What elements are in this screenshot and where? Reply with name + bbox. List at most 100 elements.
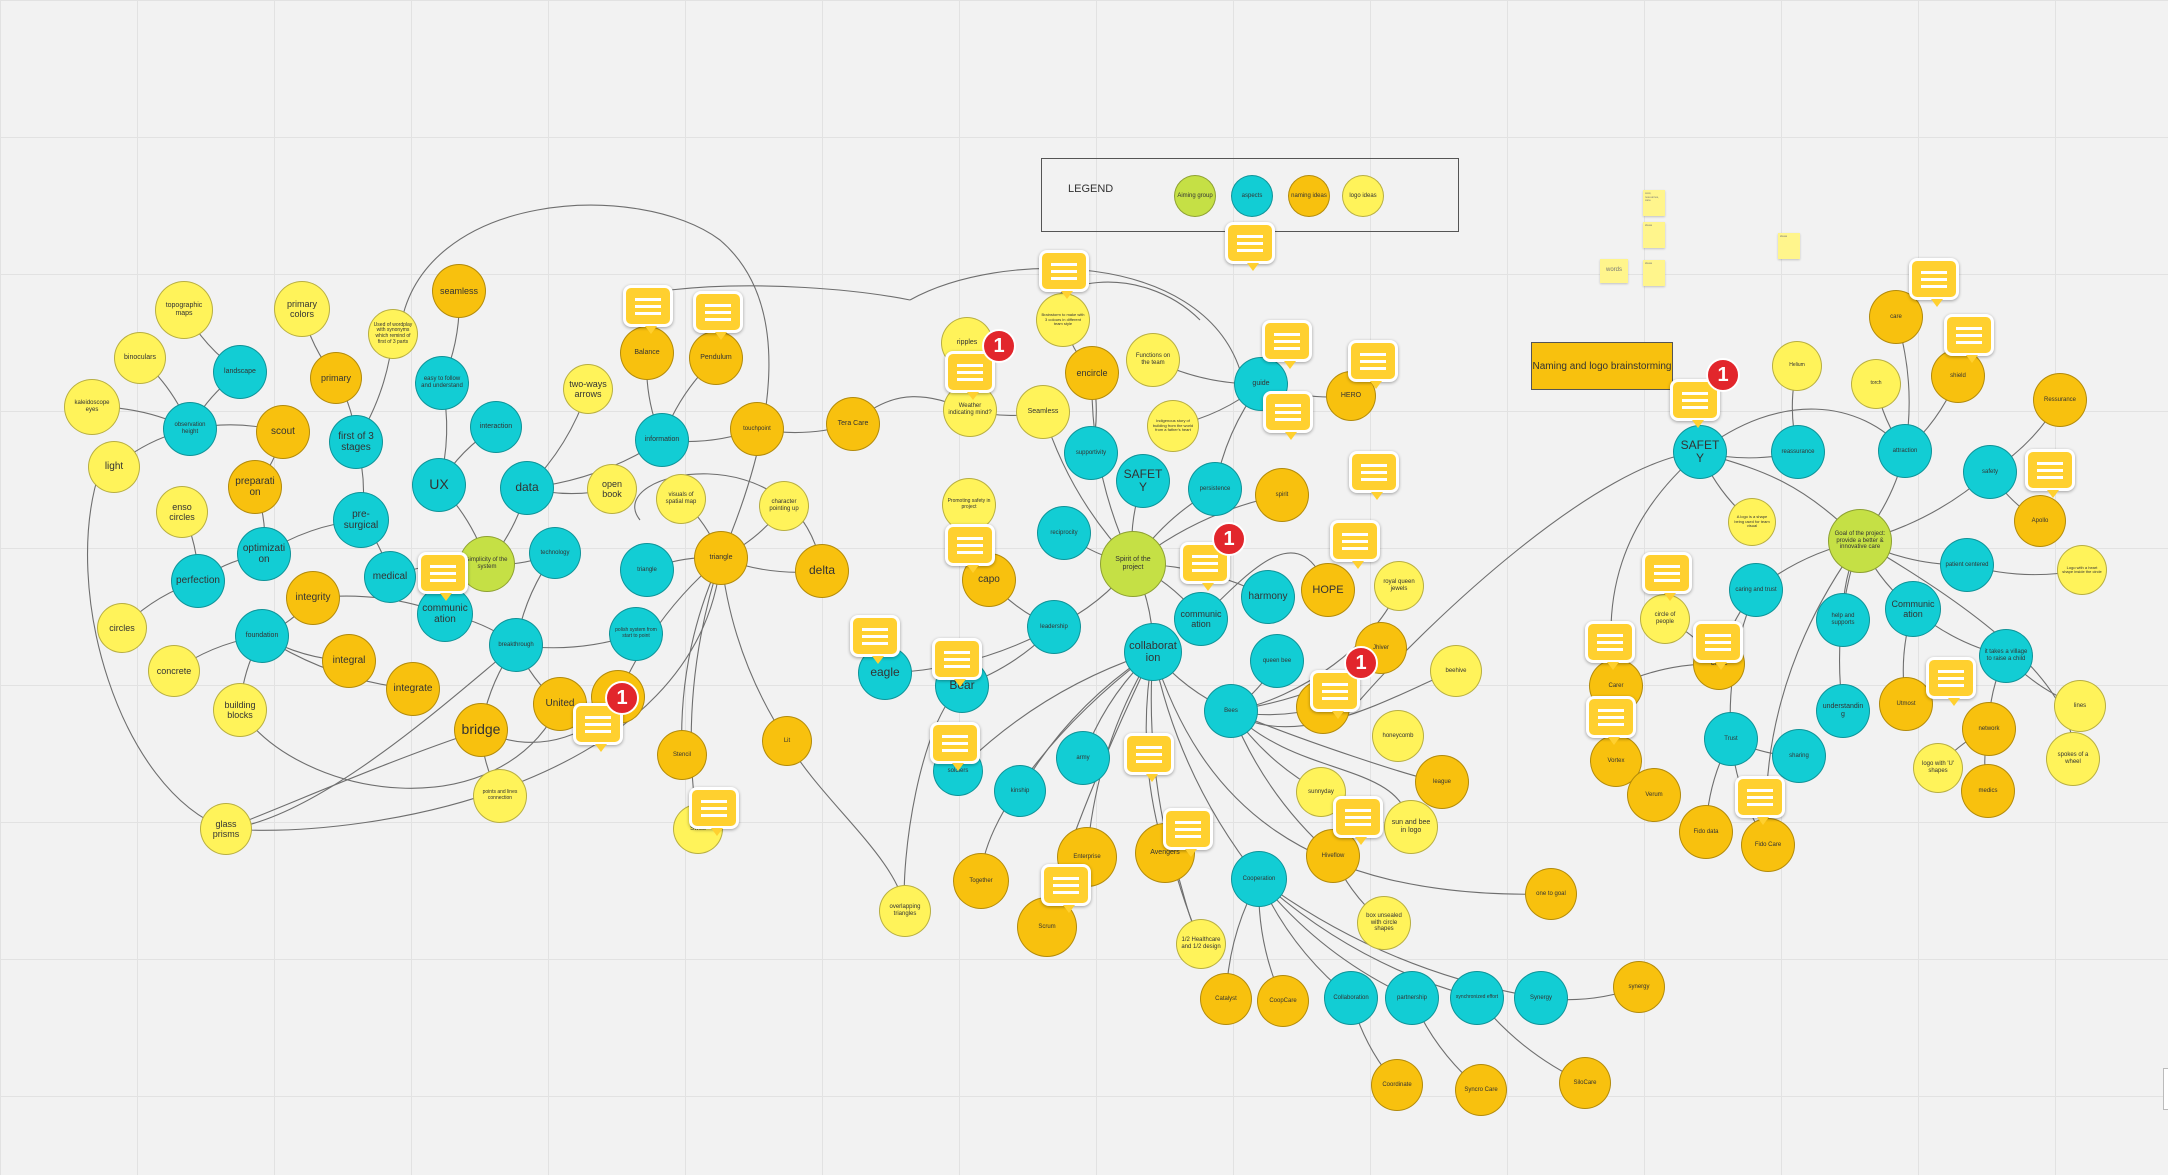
mind-map-node[interactable]: data — [500, 461, 554, 515]
mind-map-node[interactable]: concrete — [148, 645, 200, 697]
mind-map-node[interactable]: Bees — [1204, 684, 1258, 738]
mind-map-node[interactable]: help and supports — [1816, 593, 1870, 647]
comment-icon[interactable] — [1585, 621, 1635, 670]
mind-map-node[interactable]: simplicity of the system — [459, 536, 515, 592]
mind-map-node[interactable]: information — [635, 413, 689, 467]
comment-icon[interactable] — [1263, 391, 1313, 440]
comment-icon[interactable] — [1262, 320, 1312, 369]
mind-map-node[interactable]: A logo is a shape being used for team vi… — [1728, 498, 1776, 546]
mind-map-node[interactable]: character pointing up — [759, 481, 809, 531]
comment-count-badge[interactable]: 1 — [1212, 522, 1246, 556]
mind-map-node[interactable]: box unsealed with circle shapes — [1357, 896, 1411, 950]
mind-map-node[interactable]: UX — [412, 458, 466, 512]
mind-map-node[interactable]: patient centered — [1940, 538, 1994, 592]
mind-map-node[interactable]: technology — [529, 527, 581, 579]
sticky-note[interactable]: ideas — [1643, 222, 1665, 248]
mind-map-node[interactable]: network — [1962, 702, 2016, 756]
mind-map-node[interactable]: partnership — [1385, 971, 1439, 1025]
comment-icon[interactable] — [1735, 776, 1785, 825]
mind-map-node[interactable]: Ressurance — [2033, 373, 2087, 427]
mind-map-node[interactable]: delta — [795, 544, 849, 598]
comment-icon[interactable] — [850, 615, 900, 664]
mind-map-node[interactable]: scout — [256, 405, 310, 459]
mind-map-node[interactable]: visuals of spatial map — [656, 474, 706, 524]
mind-map-node[interactable]: foundation — [235, 609, 289, 663]
mind-map-node[interactable]: building blocks — [213, 683, 267, 737]
mind-map-node[interactable]: Functions on the team — [1126, 333, 1180, 387]
comment-icon[interactable] — [623, 285, 673, 334]
comment-icon[interactable] — [1642, 552, 1692, 601]
mind-map-node[interactable]: breakthrough — [489, 618, 543, 672]
mind-map-node[interactable]: sunnyday — [1296, 767, 1346, 817]
mind-map-node[interactable]: encircle — [1065, 346, 1119, 400]
mind-map-node[interactable]: logo with 'U' shapes — [1913, 743, 1963, 793]
comment-icon[interactable] — [1333, 796, 1383, 845]
comment-icon[interactable] — [1944, 314, 1994, 363]
comment-icon[interactable] — [1693, 621, 1743, 670]
mind-map-node[interactable]: reciprocity — [1037, 506, 1091, 560]
comment-icon[interactable] — [1041, 864, 1091, 913]
mind-map-node[interactable]: Catalyst — [1200, 973, 1252, 1025]
mind-map-node[interactable]: Verum — [1627, 768, 1681, 822]
mind-map-node[interactable]: Stencil — [657, 730, 707, 780]
mind-map-node[interactable]: points and lines connection — [473, 769, 527, 823]
comment-count-badge[interactable]: 1 — [982, 329, 1016, 363]
mind-map-node[interactable]: medics — [1961, 764, 2015, 818]
comment-icon[interactable] — [1225, 222, 1275, 271]
mind-map-node[interactable]: league — [1415, 755, 1469, 809]
mind-map-node[interactable]: touchpoint — [730, 402, 784, 456]
mind-map-node[interactable]: Tera Care — [826, 397, 880, 451]
mind-map-node[interactable]: supportivity — [1064, 426, 1118, 480]
mind-map-node[interactable]: Coordinate — [1371, 1059, 1423, 1111]
mind-map-node[interactable]: enso circles — [156, 486, 208, 538]
mind-map-node[interactable]: perfection — [171, 554, 225, 608]
comment-icon[interactable] — [932, 638, 982, 687]
mind-map-node[interactable]: Utmost — [1879, 677, 1933, 731]
mind-map-node[interactable]: first of 3 stages — [329, 415, 383, 469]
mind-map-node[interactable]: Spirit of the project — [1100, 531, 1166, 597]
mind-map-node[interactable]: primary colors — [274, 281, 330, 337]
comment-count-badge[interactable]: 1 — [1344, 646, 1378, 680]
sticky-note-words[interactable]: words — [1600, 259, 1628, 283]
mind-map-node[interactable]: Trust — [1704, 712, 1758, 766]
mind-map-node[interactable]: Lit — [762, 716, 812, 766]
mind-map-node[interactable]: Fido data — [1679, 805, 1733, 859]
mind-map-node[interactable]: leadership — [1027, 600, 1081, 654]
mind-map-node[interactable]: observation height — [163, 402, 217, 456]
comment-icon[interactable] — [1124, 733, 1174, 782]
mind-map-node[interactable]: Collaboration — [1324, 971, 1378, 1025]
mind-map-node[interactable]: Syncro Care — [1455, 1064, 1507, 1116]
mind-map-node[interactable]: Balance — [620, 326, 674, 380]
mind-map-node[interactable]: Hiveflow — [1306, 829, 1360, 883]
comment-icon[interactable] — [945, 351, 995, 400]
mind-map-node[interactable]: glass prisms — [200, 803, 252, 855]
mind-map-node[interactable]: seamless — [432, 264, 486, 318]
mind-map-node[interactable]: circles — [97, 603, 147, 653]
mind-map-node[interactable]: pre-surgical — [333, 492, 389, 548]
mind-map-node[interactable]: it takes a village to raise a child — [1979, 629, 2033, 683]
mind-map-node[interactable]: attraction — [1878, 424, 1932, 478]
comment-icon[interactable] — [930, 722, 980, 771]
mind-map-node[interactable]: HOPE — [1301, 563, 1355, 617]
mind-map-node[interactable]: Helium — [1772, 341, 1822, 391]
mind-map-node[interactable]: triangle — [694, 531, 748, 585]
mind-map-node[interactable]: persistence — [1188, 462, 1242, 516]
mind-map-node[interactable]: interaction — [470, 401, 522, 453]
mind-map-node[interactable]: one to goal — [1525, 868, 1577, 920]
mind-map-node[interactable]: spirit — [1255, 468, 1309, 522]
mind-map-node[interactable]: circle of people — [1640, 594, 1690, 644]
mind-map-node[interactable]: Cooperation — [1231, 851, 1287, 907]
mind-map-node[interactable]: synergy — [1613, 961, 1665, 1013]
mind-map-node[interactable]: polish system from start to point — [609, 607, 663, 661]
mind-map-node[interactable]: Synergy — [1514, 971, 1568, 1025]
mind-map-node[interactable]: Together — [953, 853, 1009, 909]
comment-icon[interactable] — [1348, 340, 1398, 389]
legend-panel[interactable]: LEGEND Aiming group aspects naming ideas… — [1041, 158, 1459, 232]
mind-map-node[interactable]: integrate — [386, 662, 440, 716]
comment-count-badge[interactable]: 1 — [1706, 358, 1740, 392]
mind-map-node[interactable]: landscape — [213, 345, 267, 399]
mind-map-node[interactable]: Used of wordplay with synonyms which rem… — [368, 309, 418, 359]
sticky-note[interactable]: ideas — [1778, 233, 1800, 259]
mind-map-node[interactable]: royal queen jewels — [1374, 561, 1424, 611]
comment-icon[interactable] — [1909, 258, 1959, 307]
